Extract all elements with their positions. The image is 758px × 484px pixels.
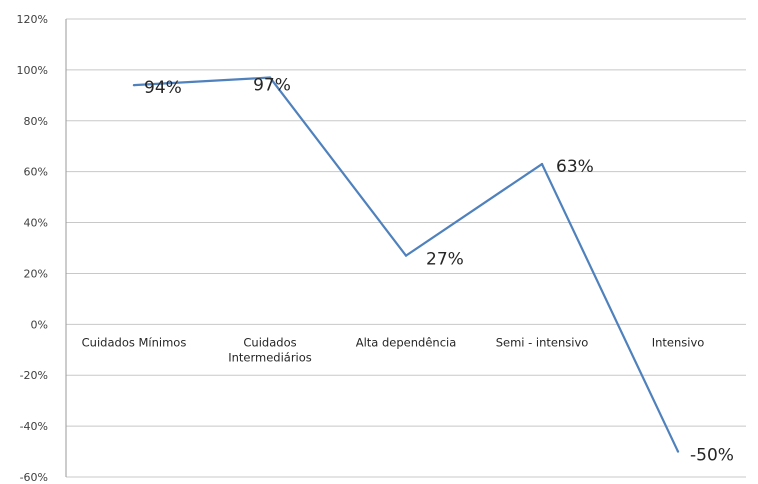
- y-tick-label: 80%: [24, 115, 48, 128]
- data-labels: 94% 97% 27% 63% -50%: [144, 76, 734, 466]
- y-tick-label: 0%: [31, 318, 48, 331]
- data-point: [676, 450, 680, 453]
- category-label: Cuidados Mínimos: [82, 335, 187, 349]
- y-tick-label: 20%: [24, 267, 48, 280]
- category-labels: Cuidados Mínimos Cuidados Intermediários Al…: [82, 335, 705, 364]
- category-label: Semi - intensivo: [496, 335, 589, 349]
- category-label: Cuidados Intermediários: [228, 335, 312, 364]
- data-label: -50%: [690, 446, 734, 466]
- data-point: [268, 76, 272, 79]
- data-label: 27%: [426, 250, 464, 270]
- series-line: [133, 76, 679, 453]
- y-tick-label: 100%: [17, 64, 48, 77]
- y-tick-label: 40%: [24, 217, 48, 230]
- y-tick-label: -40%: [20, 420, 48, 433]
- data-label: 94%: [144, 78, 182, 98]
- category-label: Alta dependência: [356, 335, 457, 349]
- data-point: [132, 83, 136, 87]
- data-label: 63%: [556, 157, 594, 177]
- y-tick-label: 120%: [17, 13, 48, 26]
- series: [132, 76, 680, 453]
- data-label: 97%: [253, 76, 291, 96]
- gridlines: [66, 18, 746, 478]
- y-tick-label: -60%: [20, 471, 48, 484]
- y-tick-label: 60%: [24, 166, 48, 179]
- data-point: [404, 254, 408, 257]
- category-label: Intensivo: [652, 335, 705, 349]
- y-tick-label: -20%: [20, 369, 48, 382]
- data-point: [540, 162, 544, 166]
- y-tick-labels: 120% 100% 80% 60% 40% 20% 0% -20% -40% -60%: [17, 13, 48, 484]
